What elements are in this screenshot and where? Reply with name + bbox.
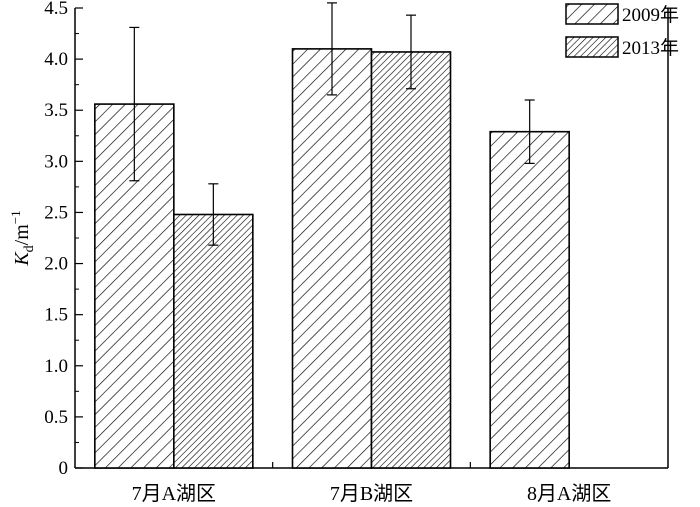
legend-label-1: 2009年 xyxy=(622,4,679,26)
y-tick-label: 2.0 xyxy=(44,254,68,275)
x-category-label: 7月A湖区 xyxy=(132,482,216,505)
y-tick-label: 3.0 xyxy=(44,151,68,172)
y-axis-label-main: K xyxy=(11,251,33,267)
plot-area: 0 0.5 1.0 1.5 2.0 2.5 3.0 3.5 4.0 4.5 7月A湖区 7月B湖区 8月… xyxy=(8,0,669,505)
y-axis-label-subscript: d xyxy=(22,245,37,252)
bar-series-1 xyxy=(489,130,570,469)
legend-swatch-2 xyxy=(565,36,619,58)
x-category-label: 8月A湖区 xyxy=(527,482,611,505)
y-tick-label: 2.5 xyxy=(44,202,68,223)
y-axis-label-unit: /m xyxy=(11,224,33,246)
y-tick-label: 0 xyxy=(59,458,69,479)
y-axis-label-superscript: −1 xyxy=(8,210,23,224)
x-category-label: 7月B湖区 xyxy=(330,482,413,505)
bar-series-2 xyxy=(370,51,452,469)
y-tick-label: 0.5 xyxy=(44,407,68,428)
y-tick-label: 4.0 xyxy=(44,49,68,70)
y-tick-label: 3.5 xyxy=(44,100,68,121)
y-axis-label: Kd/m−1 xyxy=(8,210,37,266)
y-tick-label: 1.0 xyxy=(44,356,68,377)
y-tick-label: 1.5 xyxy=(44,305,68,326)
bar-series-1 xyxy=(291,48,373,469)
legend-swatch-1 xyxy=(565,3,619,25)
y-tick-label: 4.5 xyxy=(44,0,68,19)
bar-series-2 xyxy=(173,213,254,469)
legend: 2009年 2013年 xyxy=(565,3,679,59)
legend-label-2: 2013年 xyxy=(622,37,679,59)
